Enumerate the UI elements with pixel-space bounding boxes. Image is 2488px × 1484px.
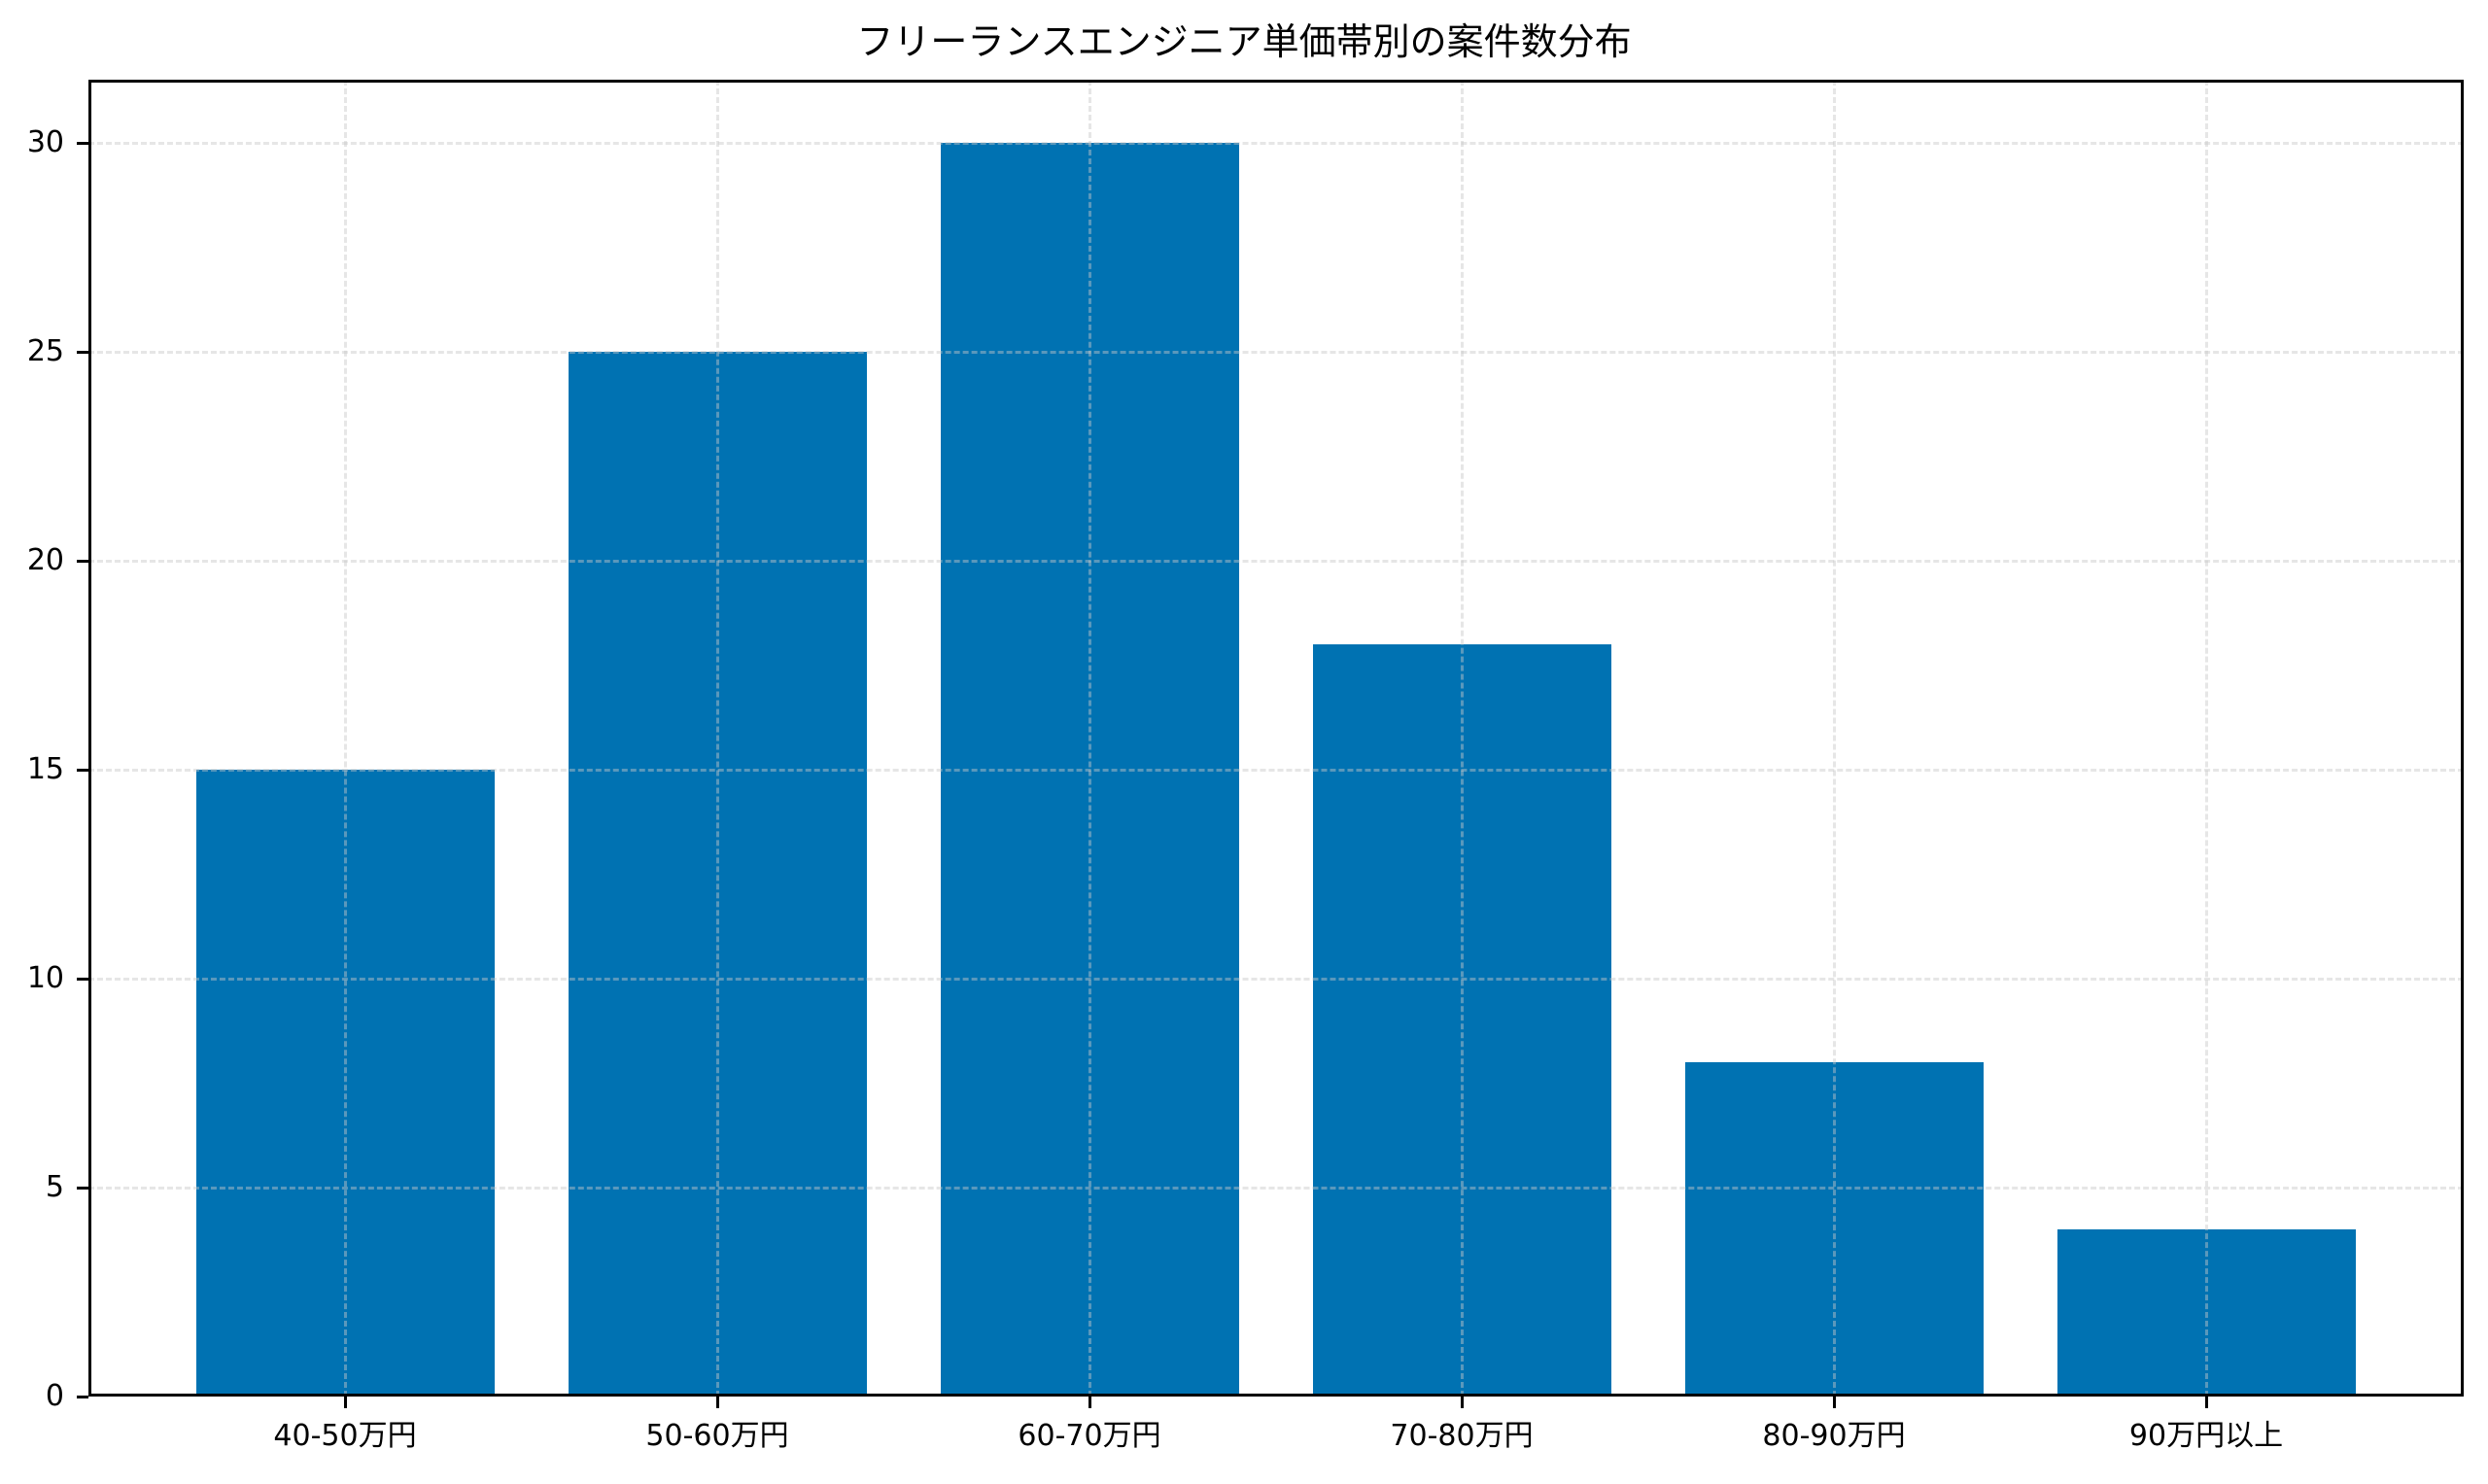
- bar-40-50万円: [195, 770, 495, 1397]
- x-tick-label: 50-60万円: [645, 1419, 789, 1453]
- x-tick-mark: [1833, 1397, 1836, 1408]
- plot-area: [88, 80, 2464, 1397]
- x-tick-label: 60-70万円: [1018, 1419, 1161, 1453]
- x-tick-label: 90万円以上: [2128, 1419, 2284, 1453]
- x-tick-label: 80-90万円: [1762, 1419, 1906, 1453]
- bar-90万円以上: [2056, 1229, 2356, 1397]
- v-gridline: [1088, 80, 1091, 1397]
- y-tick-mark: [77, 351, 88, 354]
- y-tick-label: 0: [45, 1379, 64, 1413]
- v-gridline: [1461, 80, 1464, 1397]
- bar-60-70万円: [940, 143, 1239, 1397]
- x-tick-label: 70-80万円: [1390, 1419, 1534, 1453]
- h-gridline: [88, 142, 2464, 145]
- h-gridline: [88, 560, 2464, 563]
- x-tick-label: 40-50万円: [273, 1419, 417, 1453]
- h-gridline: [88, 351, 2464, 354]
- y-tick-label: 15: [26, 752, 64, 786]
- h-gridline: [88, 769, 2464, 772]
- y-tick-label: 20: [26, 543, 64, 577]
- h-gridline: [88, 1187, 2464, 1190]
- v-gridline: [1833, 80, 1836, 1397]
- y-tick-mark: [77, 978, 88, 981]
- y-tick-label: 5: [45, 1170, 64, 1204]
- y-tick-mark: [77, 142, 88, 145]
- x-tick-mark: [716, 1397, 719, 1408]
- y-tick-label: 10: [26, 961, 64, 995]
- y-tick-label: 25: [26, 334, 64, 368]
- axes-frame: [88, 80, 2464, 1397]
- bar-80-90万円: [1684, 1062, 1984, 1397]
- y-tick-mark: [77, 769, 88, 772]
- v-gridline: [344, 80, 347, 1397]
- x-tick-mark: [1461, 1397, 1464, 1408]
- v-gridline: [716, 80, 719, 1397]
- x-tick-mark: [1088, 1397, 1091, 1408]
- bar-50-60万円: [568, 352, 867, 1397]
- y-tick-label: 30: [26, 125, 64, 159]
- y-tick-mark: [77, 1396, 88, 1398]
- bar-70-80万円: [1312, 644, 1611, 1397]
- y-tick-mark: [77, 560, 88, 563]
- v-gridline: [2205, 80, 2208, 1397]
- h-gridline: [88, 978, 2464, 981]
- x-tick-mark: [344, 1397, 347, 1408]
- y-tick-mark: [77, 1187, 88, 1190]
- chart-title: フリーランスエンジニア単価帯別の案件数分布: [856, 20, 1632, 63]
- x-tick-mark: [2205, 1397, 2208, 1408]
